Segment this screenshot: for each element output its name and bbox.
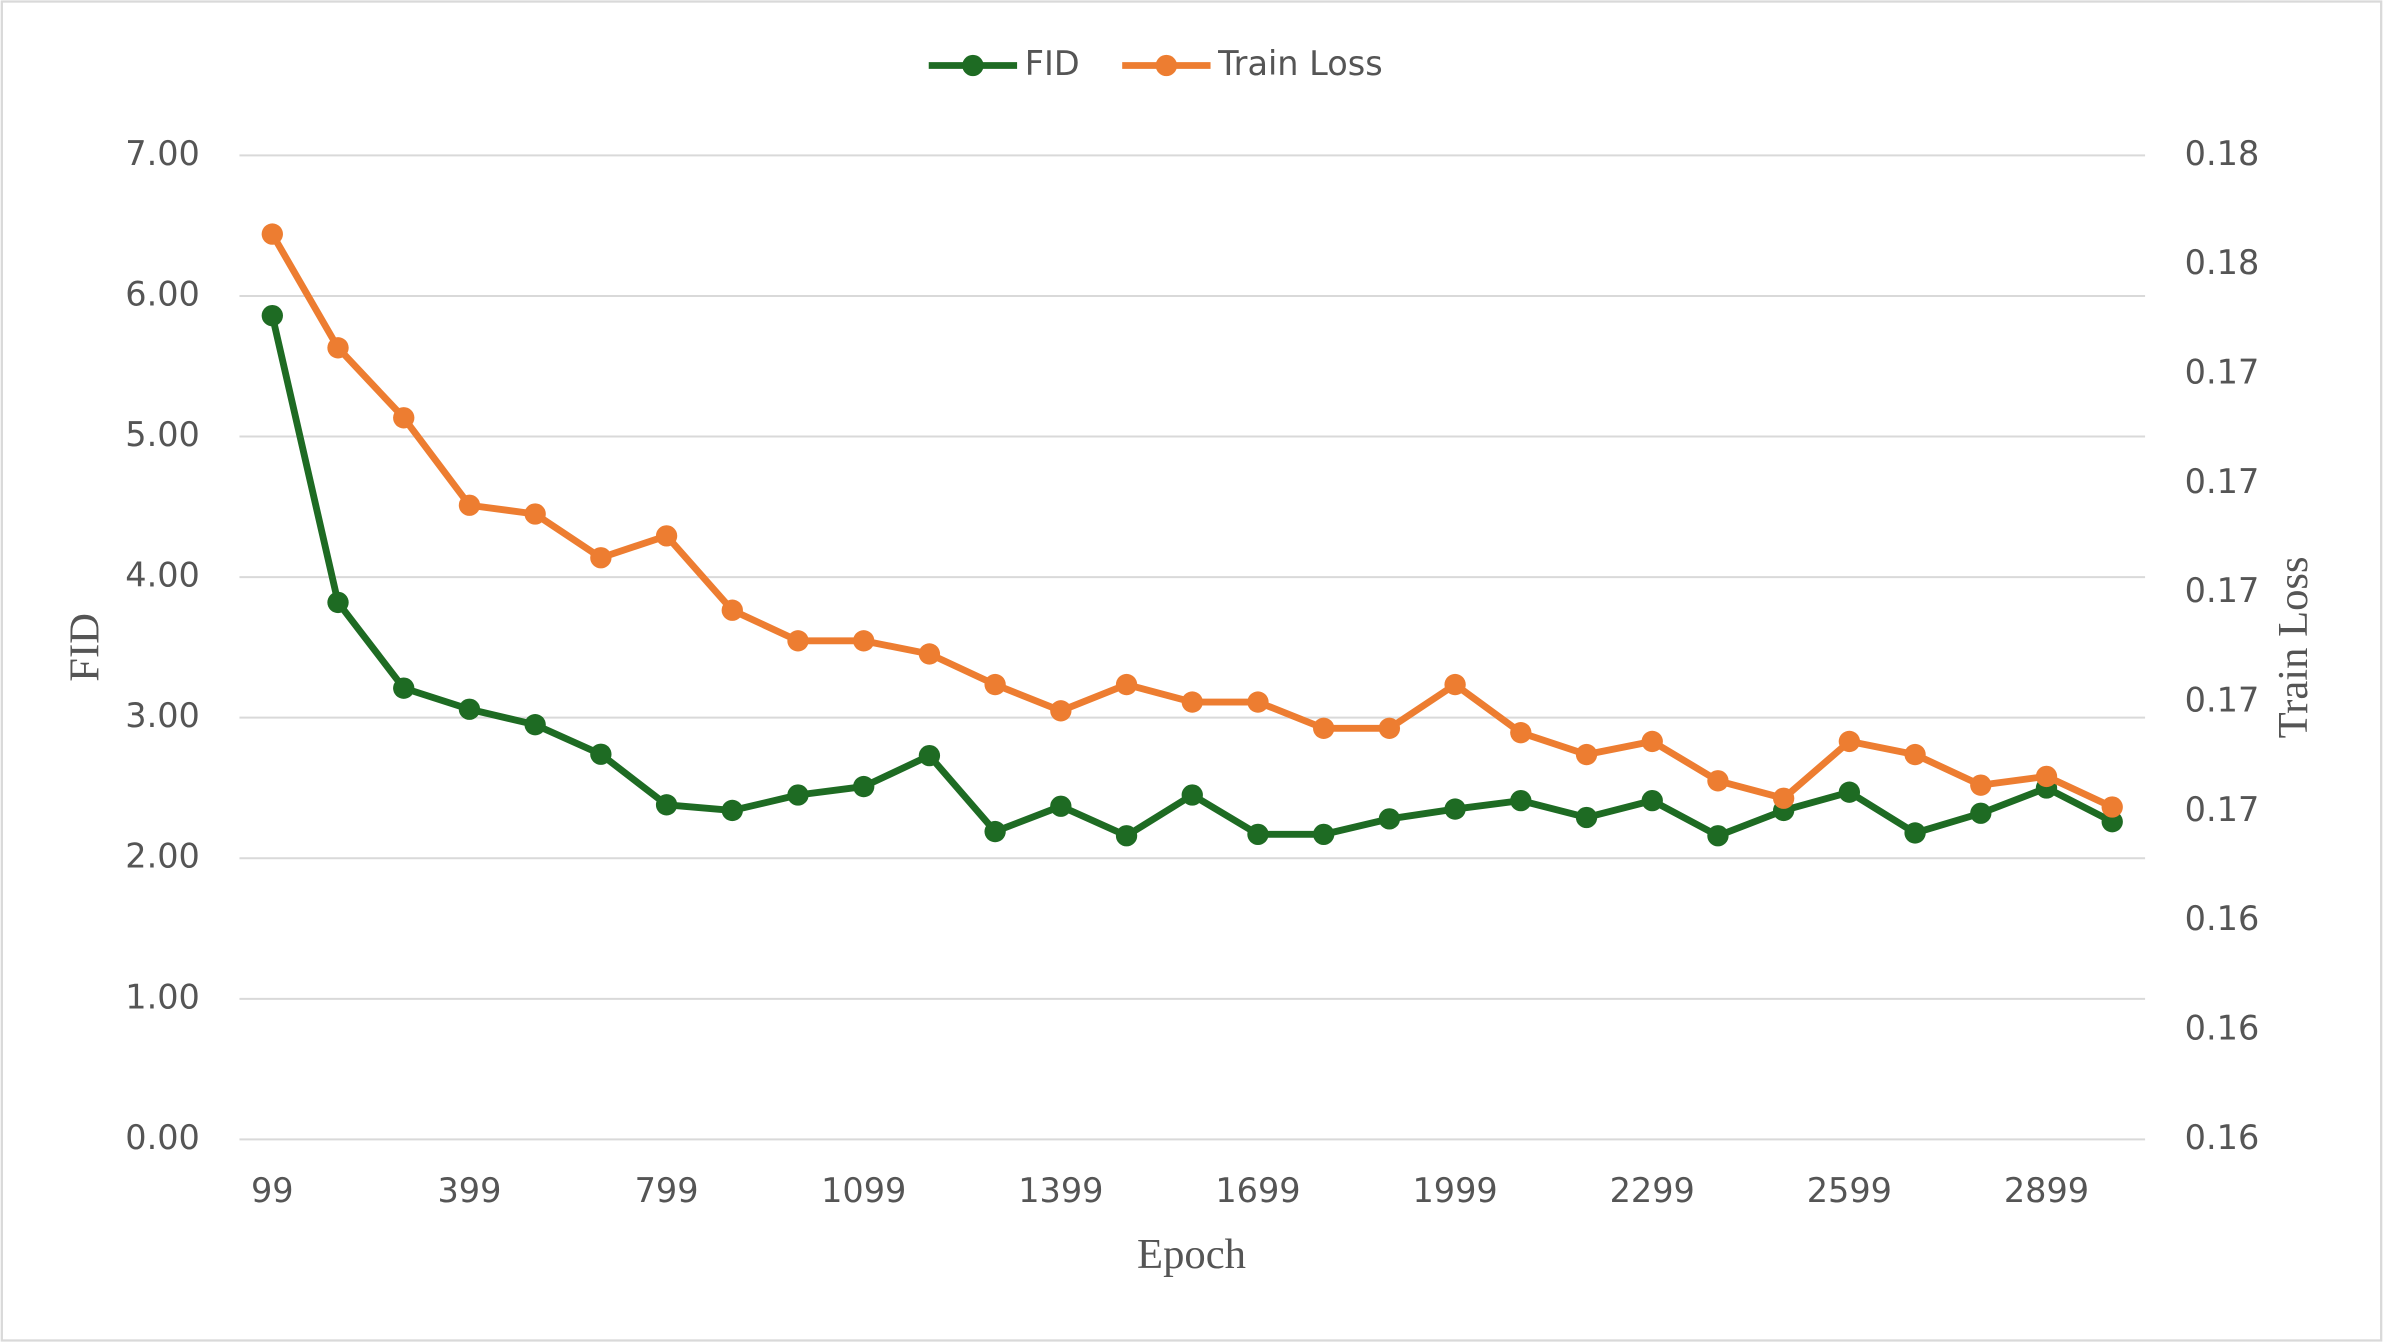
data-point xyxy=(1247,823,1269,846)
data-point xyxy=(261,223,283,245)
legend-label: Train Loss xyxy=(1217,44,1383,83)
data-point xyxy=(1970,774,1992,796)
y-tick-label: 1.00 xyxy=(125,977,200,1016)
data-point xyxy=(1970,802,1992,824)
data-point xyxy=(1707,825,1729,847)
x-tick-label: 1699 xyxy=(1215,1171,1300,1210)
data-point xyxy=(524,714,546,736)
x-tick-label: 99 xyxy=(251,1171,294,1210)
y2-tick-label: 0.17 xyxy=(2185,462,2260,501)
data-point xyxy=(1575,743,1598,766)
data-point xyxy=(1904,822,1926,844)
y-tick-label: 5.00 xyxy=(125,415,200,454)
data-point xyxy=(1378,717,1401,739)
x-tick-label: 1099 xyxy=(821,1171,906,1210)
x-tick-label: 2899 xyxy=(2004,1171,2089,1210)
y2-tick-label: 0.18 xyxy=(2185,134,2260,173)
data-point xyxy=(2035,765,2058,788)
data-point xyxy=(458,698,481,720)
legend-marker xyxy=(1155,54,1178,77)
x-tick-label: 399 xyxy=(437,1171,501,1210)
data-point xyxy=(590,743,612,765)
data-point xyxy=(2101,811,2123,833)
data-point xyxy=(1707,770,1729,792)
y-tick-label: 0.00 xyxy=(125,1118,200,1157)
data-point xyxy=(393,407,415,429)
y2-tick-label: 0.17 xyxy=(2185,681,2260,720)
data-point xyxy=(590,547,612,569)
data-point xyxy=(1838,730,1861,753)
x-tick-label: 1399 xyxy=(1018,1171,1103,1210)
data-point xyxy=(1313,717,1335,739)
data-point xyxy=(1444,673,1466,696)
x-axis-title: Epoch xyxy=(1137,1231,1246,1278)
y2-axis-title: Train Loss xyxy=(2270,556,2317,738)
y2-tick-label: 0.17 xyxy=(2185,571,2260,610)
data-point xyxy=(853,775,875,798)
y2-tick-label: 0.18 xyxy=(2185,243,2260,282)
data-point xyxy=(524,503,546,525)
y-tick-label: 7.00 xyxy=(125,134,200,173)
y2-tick-label: 0.17 xyxy=(2185,353,2260,392)
data-point xyxy=(1247,691,1269,713)
data-point xyxy=(1641,730,1663,753)
legend-marker xyxy=(962,54,984,77)
data-point xyxy=(787,784,809,806)
data-point xyxy=(655,794,678,816)
data-point xyxy=(1115,825,1138,847)
data-point xyxy=(1181,691,1203,713)
data-point xyxy=(721,599,743,621)
data-point xyxy=(327,337,349,359)
data-point xyxy=(1838,781,1861,803)
y-tick-label: 6.00 xyxy=(125,274,200,313)
y-tick-label: 4.00 xyxy=(125,556,200,595)
data-point xyxy=(1050,795,1072,817)
data-point xyxy=(1510,789,1532,812)
y-tick-label: 3.00 xyxy=(125,696,200,735)
y2-tick-label: 0.16 xyxy=(2185,1118,2260,1157)
data-point xyxy=(393,677,415,699)
data-point xyxy=(655,525,678,547)
data-point xyxy=(721,799,743,822)
data-point xyxy=(918,643,941,665)
data-point xyxy=(2101,796,2123,818)
data-point xyxy=(1904,743,1926,766)
data-point xyxy=(787,630,809,652)
x-tick-label: 1999 xyxy=(1412,1171,1497,1210)
data-point xyxy=(1378,808,1401,830)
data-point xyxy=(1181,784,1203,806)
data-point xyxy=(458,494,481,516)
data-point xyxy=(1510,722,1532,744)
data-point xyxy=(1050,700,1072,722)
y-axis-title: FID xyxy=(61,613,108,682)
data-point xyxy=(1772,787,1795,809)
data-point xyxy=(261,304,283,327)
data-point xyxy=(918,744,941,767)
data-point xyxy=(327,591,349,614)
data-point xyxy=(984,673,1006,696)
y2-tick-label: 0.16 xyxy=(2185,1009,2260,1048)
y2-tick-label: 0.16 xyxy=(2185,899,2260,938)
data-point xyxy=(1313,823,1335,846)
data-point xyxy=(984,820,1006,843)
legend-label: FID xyxy=(1025,44,1080,83)
y2-tick-label: 0.17 xyxy=(2185,790,2260,829)
data-point xyxy=(1444,798,1466,820)
data-point xyxy=(1641,789,1663,812)
data-point xyxy=(1115,673,1138,696)
x-tick-label: 799 xyxy=(635,1171,699,1210)
x-tick-label: 2599 xyxy=(1807,1171,1892,1210)
y-tick-label: 2.00 xyxy=(125,837,200,876)
data-point xyxy=(1575,806,1598,829)
data-point xyxy=(853,630,875,652)
x-tick-label: 2299 xyxy=(1610,1171,1695,1210)
